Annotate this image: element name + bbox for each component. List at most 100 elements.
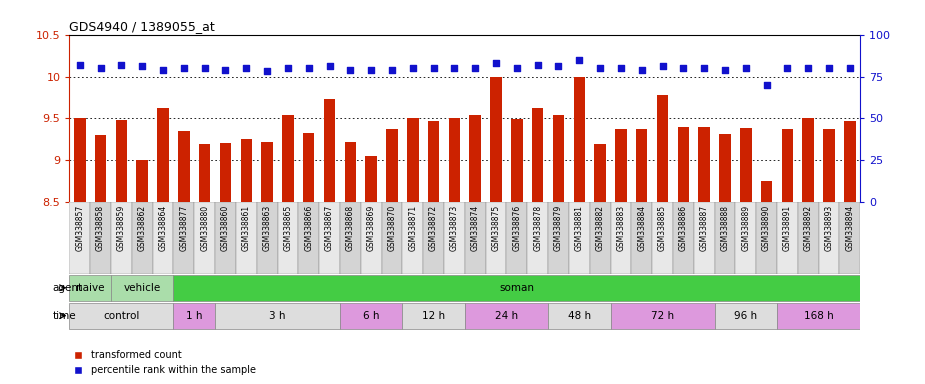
Bar [610, 202, 631, 274]
Text: vehicle: vehicle [124, 283, 161, 293]
Text: soman: soman [500, 283, 535, 293]
Bar [465, 202, 486, 274]
Point [759, 82, 774, 88]
Text: 48 h: 48 h [568, 311, 591, 321]
Bar [365, 156, 376, 202]
Bar [402, 303, 465, 329]
Text: GSM338860: GSM338860 [221, 205, 230, 251]
Text: 3 h: 3 h [269, 311, 286, 321]
Text: GSM338879: GSM338879 [554, 205, 563, 251]
Text: time: time [53, 311, 77, 321]
Point [843, 65, 857, 71]
Bar [174, 303, 215, 329]
Text: GSM338863: GSM338863 [263, 205, 272, 251]
Bar [257, 202, 278, 274]
Bar [470, 115, 481, 202]
Bar [179, 131, 190, 202]
Bar [527, 202, 548, 274]
Text: GSM338866: GSM338866 [304, 205, 314, 251]
Bar [673, 202, 694, 274]
Bar [548, 303, 611, 329]
Point [218, 67, 233, 73]
Bar [761, 181, 772, 202]
Bar [782, 129, 793, 202]
Bar [340, 303, 402, 329]
Bar [345, 142, 356, 202]
Bar [174, 202, 194, 274]
Bar [840, 202, 860, 274]
Text: control: control [104, 311, 140, 321]
Bar [215, 303, 340, 329]
Bar [444, 202, 465, 274]
Point [697, 65, 711, 71]
Point [780, 65, 795, 71]
Text: GSM338877: GSM338877 [179, 205, 189, 251]
Bar [91, 202, 111, 274]
Bar [69, 303, 174, 329]
Point [613, 65, 628, 71]
Bar [694, 202, 714, 274]
Bar [137, 161, 148, 202]
Text: GSM338892: GSM338892 [804, 205, 813, 251]
Bar [507, 202, 527, 274]
Bar [720, 134, 731, 202]
Point [676, 65, 691, 71]
Point [322, 63, 337, 70]
Text: GSM338873: GSM338873 [450, 205, 459, 251]
Bar [569, 202, 590, 274]
Bar [714, 202, 735, 274]
Point [135, 63, 150, 70]
Text: GSM338881: GSM338881 [574, 205, 584, 250]
Bar [220, 143, 231, 202]
Bar [819, 202, 840, 274]
Text: GSM338876: GSM338876 [512, 205, 522, 251]
Bar [590, 202, 610, 274]
Text: GSM338862: GSM338862 [138, 205, 147, 251]
Bar [845, 121, 856, 202]
Bar [615, 129, 626, 202]
Text: 6 h: 6 h [363, 311, 379, 321]
Point [260, 68, 275, 74]
Point [239, 65, 253, 71]
Bar [240, 139, 252, 202]
Bar [449, 119, 460, 202]
Text: GSM338893: GSM338893 [824, 205, 833, 251]
Text: GSM338857: GSM338857 [75, 205, 84, 251]
Bar [777, 202, 797, 274]
Text: GSM338871: GSM338871 [408, 205, 417, 251]
Bar [803, 119, 814, 202]
Bar [116, 120, 127, 202]
Bar [548, 202, 569, 274]
Bar [194, 202, 215, 274]
Text: GSM338868: GSM338868 [346, 205, 355, 251]
Bar [69, 275, 111, 301]
Point [197, 65, 212, 71]
Text: GSM338887: GSM338887 [699, 205, 709, 251]
Point [738, 65, 753, 71]
Bar [610, 303, 714, 329]
Bar [282, 115, 293, 202]
Text: 24 h: 24 h [495, 311, 518, 321]
Bar [512, 119, 523, 202]
Point [72, 62, 87, 68]
Bar [319, 202, 340, 274]
Text: GSM338858: GSM338858 [96, 205, 105, 251]
Bar [340, 202, 361, 274]
Text: GSM338886: GSM338886 [679, 205, 688, 251]
Bar [740, 128, 751, 202]
Bar [382, 202, 402, 274]
Text: GSM338883: GSM338883 [616, 205, 625, 251]
Text: GSM338861: GSM338861 [241, 205, 251, 251]
Point [635, 67, 649, 73]
Bar [153, 202, 174, 274]
Text: 72 h: 72 h [651, 311, 674, 321]
Text: agent: agent [53, 283, 83, 293]
Point [655, 63, 670, 70]
Text: GSM338885: GSM338885 [658, 205, 667, 251]
Point [405, 65, 420, 71]
Bar [465, 303, 548, 329]
Text: GSM338891: GSM338891 [783, 205, 792, 251]
Bar [69, 202, 91, 274]
Text: GSM338894: GSM338894 [845, 205, 855, 251]
Bar [652, 202, 673, 274]
